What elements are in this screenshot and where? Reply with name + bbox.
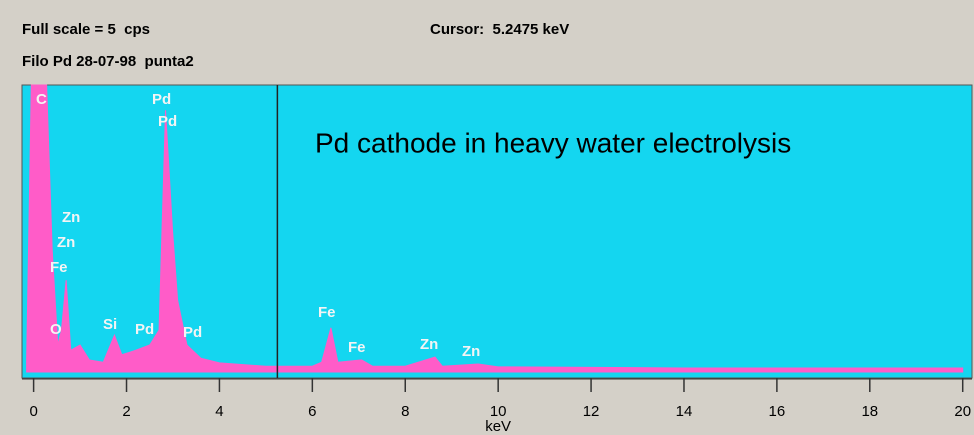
peak-label: Fe [318, 304, 336, 321]
annotation: Pd cathode in heavy water electrolysis [315, 127, 791, 158]
peak-label: Pd [152, 91, 171, 108]
peak-label: Si [103, 316, 117, 333]
x-tick-label: 2 [122, 403, 130, 420]
x-tick-label: 18 [861, 403, 878, 420]
peak-label: Pd [183, 324, 202, 341]
peak-label: Zn [420, 336, 438, 353]
x-axis-label: keV [485, 418, 511, 435]
x-tick-label: 10 [490, 403, 507, 420]
peak-label: Pd [158, 113, 177, 130]
x-tick-label: 20 [954, 403, 971, 420]
full-scale: Full scale = 5 cps [22, 21, 150, 38]
x-tick-label: 0 [29, 403, 37, 420]
sample-title: Filo Pd 28-07-98 punta2 [22, 53, 194, 70]
peak-label: Fe [348, 339, 366, 356]
spectrum [26, 84, 964, 373]
peak-label: Zn [462, 343, 480, 360]
x-tick-label: 12 [583, 403, 600, 420]
peak-label: Zn [62, 209, 80, 226]
x-tick-label: 16 [769, 403, 786, 420]
peak-label: Zn [57, 234, 75, 251]
cursor-readout: Cursor: 5.2475 keV [430, 21, 569, 38]
x-tick-label: 8 [401, 403, 409, 420]
x-tick-label: 6 [308, 403, 316, 420]
peak-label: Pd [135, 321, 154, 338]
peak-label: O [50, 321, 62, 338]
peak-label: Fe [50, 259, 68, 276]
x-tick-label: 4 [215, 403, 223, 420]
peak-label: C [36, 91, 47, 108]
x-tick-label: 14 [676, 403, 693, 420]
